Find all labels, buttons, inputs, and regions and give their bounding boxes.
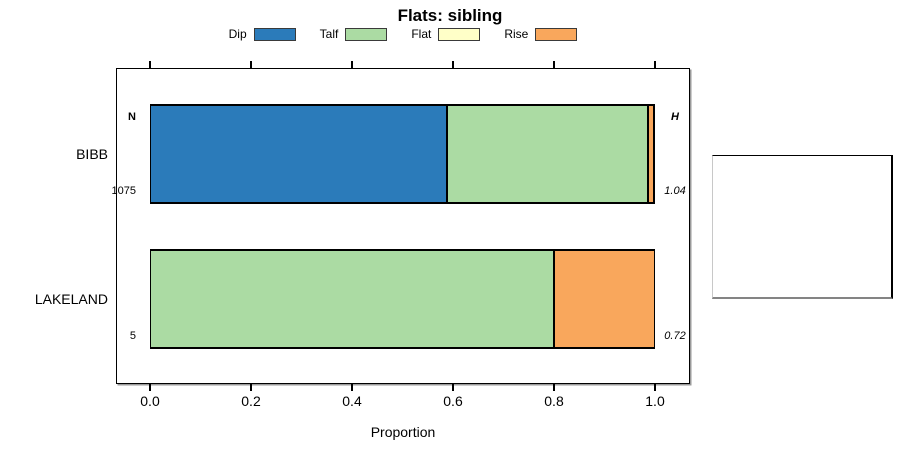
legend-label: Dip [228,27,247,41]
legend-swatch-dip [253,27,296,41]
bar-bibb [149,104,655,204]
legend-item-talf: Talf [320,27,388,41]
legend-item-flat: Flat [411,27,481,41]
x-axis-tick-top [351,61,353,68]
x-axis-tick-top [553,61,555,68]
x-axis-tick-top [149,61,151,68]
chart-title: Flats: sibling [397,6,503,25]
x-axis-tick-label: 0.6 [443,393,463,409]
x-axis-tick-bottom [149,384,151,391]
legend-item-dip: Dip [229,27,296,41]
bar-segment-bibb-rise [648,105,655,203]
legend-swatch-rise [535,27,578,41]
x-axis-tick-bottom [351,384,353,391]
bar-segment-lakeland-talf [149,250,554,348]
n-column-header: N [128,111,136,123]
legend-swatch-flat [438,27,481,41]
bar-lakeland [149,249,655,349]
side-rectangle [712,155,893,299]
x-axis-tick-label: 0.4 [342,393,362,409]
x-axis-tick-label: 0.8 [544,393,564,409]
legend: Dip Talf Flat Rise [116,24,690,44]
x-axis-tick-label: 0.0 [140,393,160,409]
x-axis-tick-top [452,61,454,68]
legend-label: Talf [319,27,339,41]
x-axis-tick-label: 1.0 [645,393,665,409]
x-axis-tick-top [250,61,252,68]
x-axis-tick-bottom [553,384,555,391]
x-axis-tick-bottom [250,384,252,391]
category-label-lakeland: LAKELAND [34,291,108,307]
legend-swatch-talf [345,27,388,41]
h-value-lakeland: 0.72 [664,330,686,342]
x-axis-label: Proportion [370,424,436,440]
legend-item-rise: Rise [504,27,578,41]
x-axis-tick-bottom [452,384,454,391]
h-column-header: H [671,111,679,123]
category-label-bibb: BIBB [76,146,108,162]
h-value-bibb: 1.04 [664,185,686,197]
x-axis-tick-label: 0.2 [241,393,261,409]
n-value-bibb: 1075 [111,185,136,197]
bar-segment-bibb-talf [447,105,649,203]
legend-label: Flat [411,27,432,41]
legend-label: Rise [504,27,529,41]
x-axis-tick-bottom [654,384,656,391]
n-value-lakeland: 5 [129,330,136,342]
x-axis-tick-top [654,61,656,68]
bar-segment-lakeland-rise [553,250,655,348]
bar-segment-bibb-dip [149,105,448,203]
